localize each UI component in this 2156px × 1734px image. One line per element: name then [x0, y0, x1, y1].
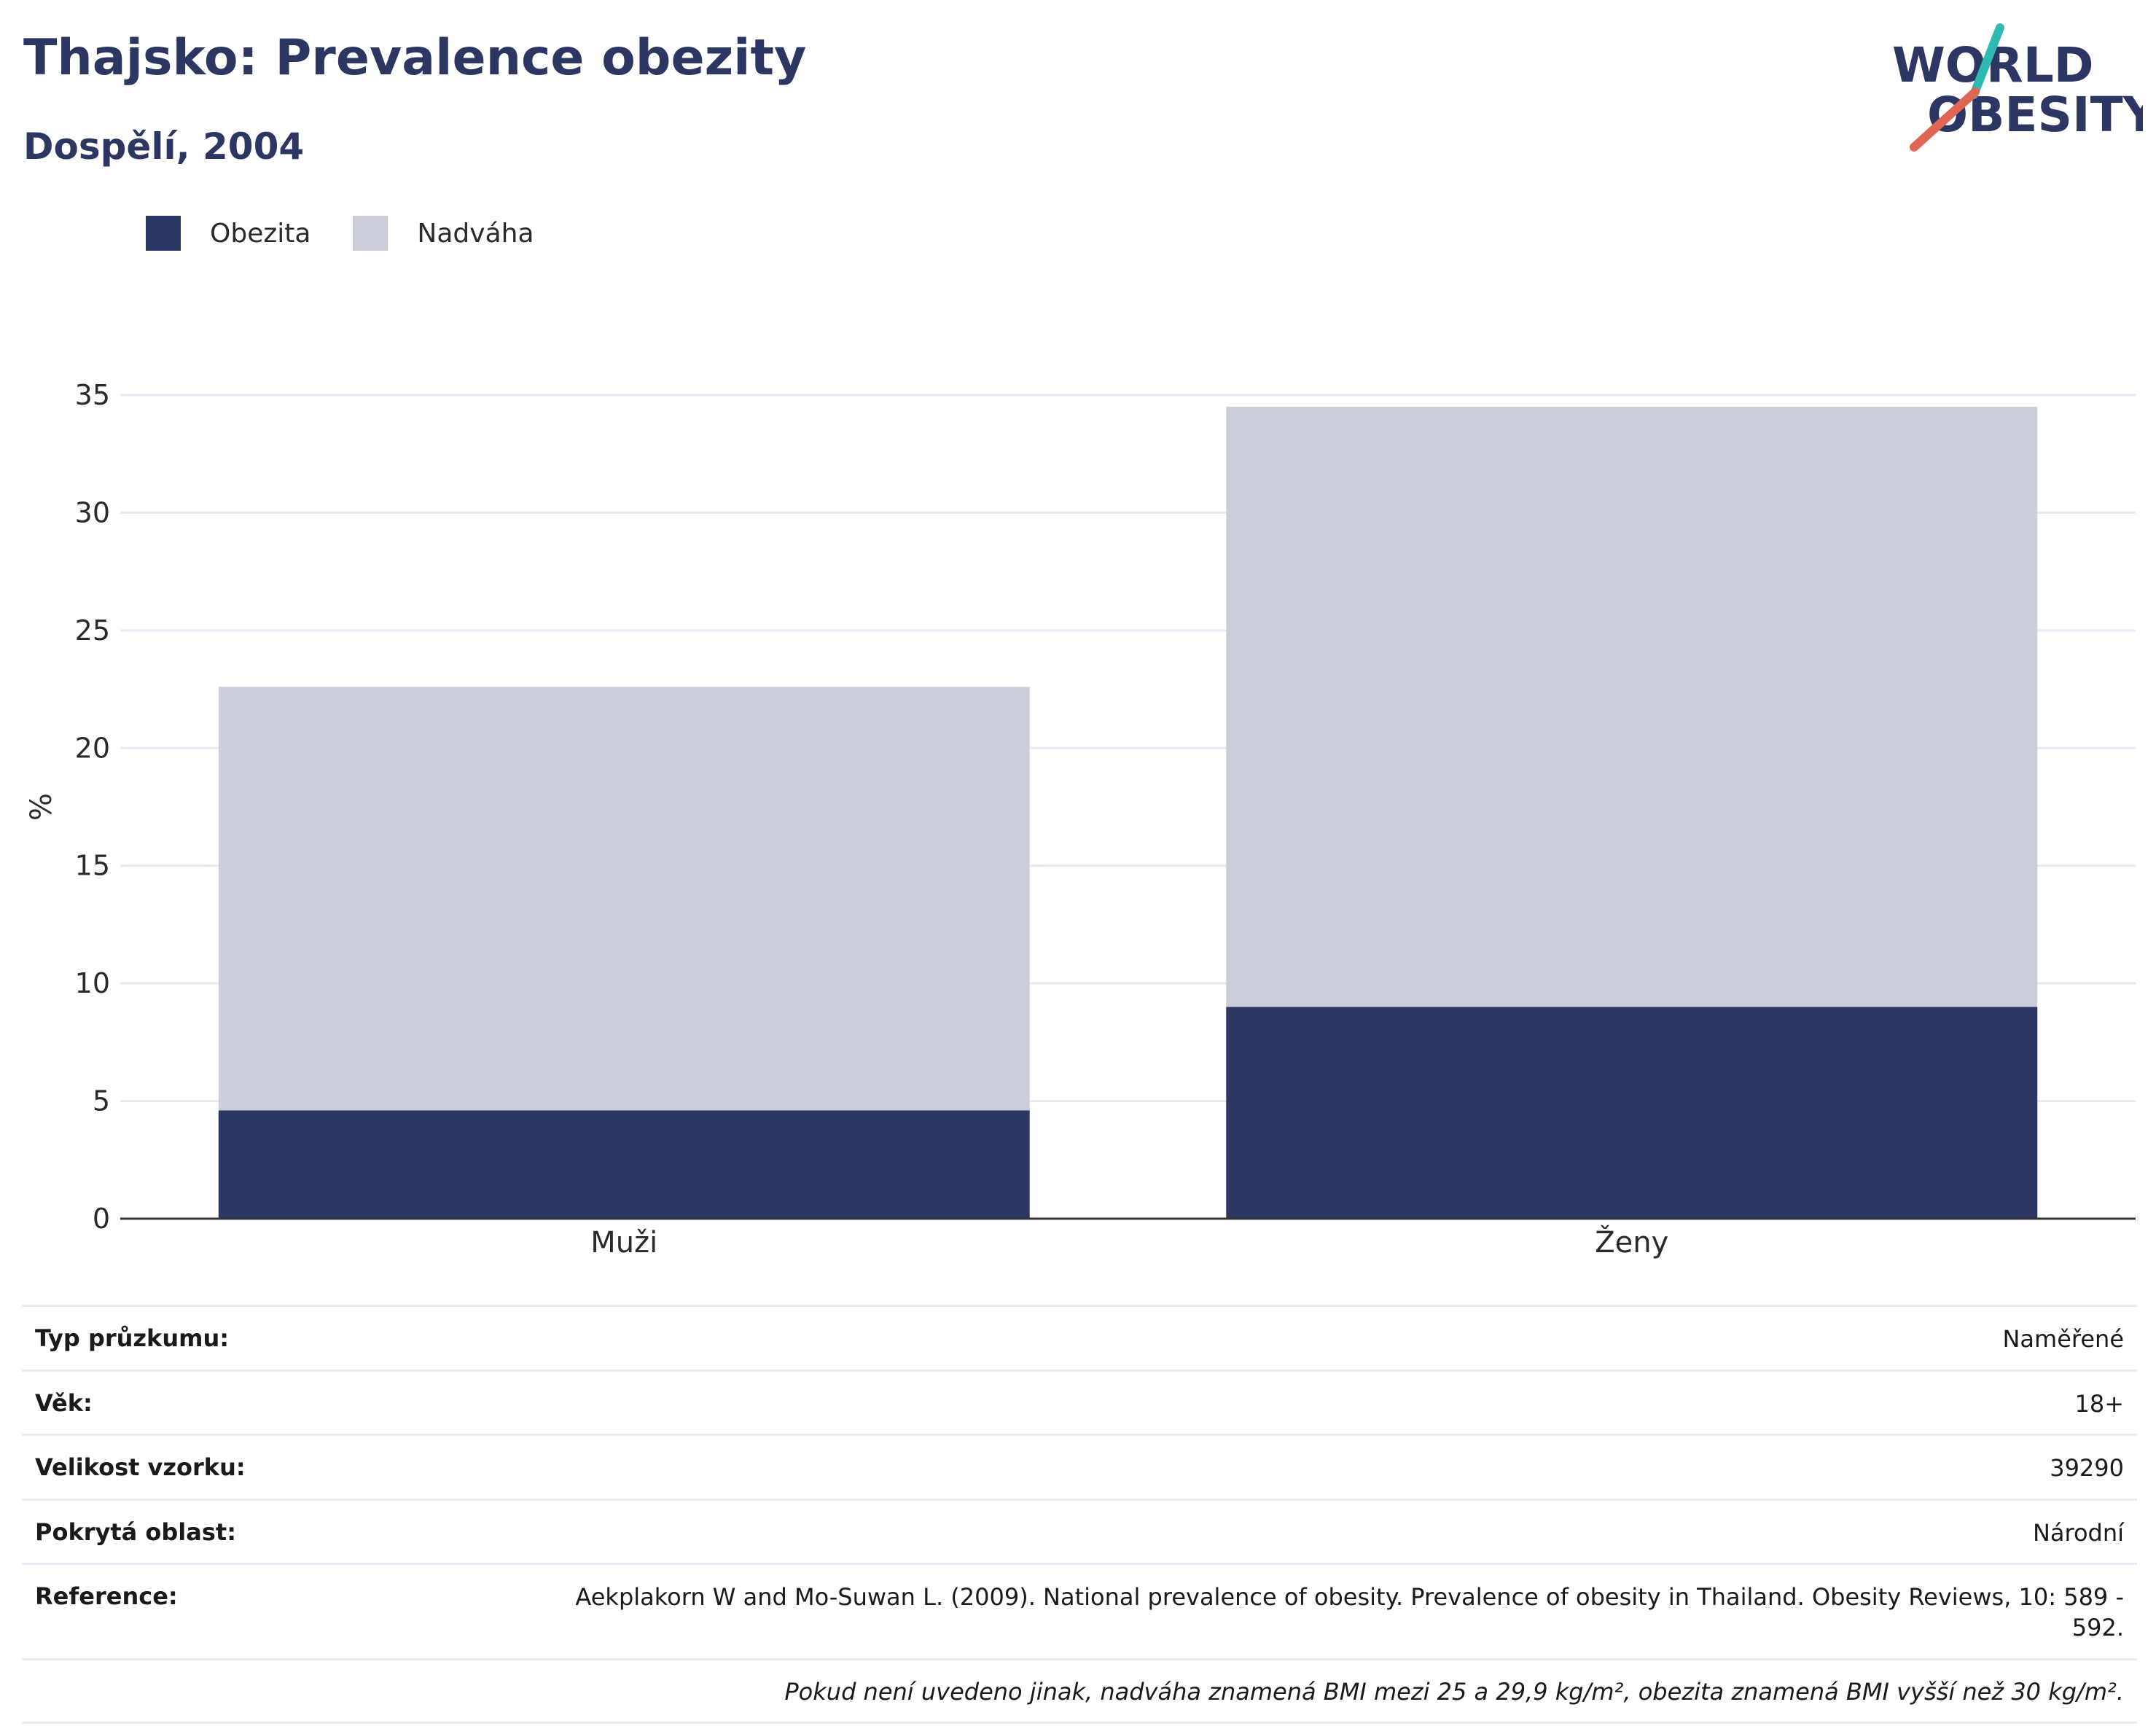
x-tick-label: Muži: [590, 1226, 657, 1260]
x-tick-label: Ženy: [1595, 1225, 1668, 1260]
y-tick-label: 35: [75, 379, 110, 411]
y-tick-label: 10: [75, 967, 110, 999]
info-value: 18+: [2074, 1389, 2124, 1418]
bmi-definition-note: Pokud není uvedeno jinak, nadváha znamen…: [22, 1657, 2137, 1724]
legend-label-obesity: Obezita: [210, 218, 311, 249]
y-tick-label: 15: [75, 850, 110, 882]
logo-line2: OBESITY: [1927, 87, 2143, 143]
info-row-reference: Reference: Aekplakorn W and Mo-Suwan L. …: [22, 1563, 2137, 1657]
chart-title: Thajsko: Prevalence obezity: [23, 29, 807, 87]
info-row-sample-size: Velikost vzorku: 39290: [22, 1434, 2137, 1499]
world-obesity-logo: WORLD OBESITY: [1892, 23, 2143, 152]
info-label: Pokrytá oblast:: [35, 1518, 236, 1546]
info-row-coverage: Pokrytá oblast: Národní: [22, 1498, 2137, 1563]
y-tick-label: 0: [93, 1203, 110, 1235]
legend-item-overweight: Nadváha: [353, 216, 534, 251]
bar-obesity: [218, 1110, 1030, 1219]
info-row-survey-type: Typ průzkumu: Naměřené: [22, 1305, 2137, 1370]
bar-overweight: [218, 687, 1030, 1111]
bar-overweight: [1226, 407, 2038, 1007]
info-value: Naměřené: [2002, 1325, 2124, 1353]
info-label: Reference:: [35, 1582, 178, 1611]
legend-swatch-obesity: [146, 216, 181, 251]
info-row-age: Věk: 18+: [22, 1369, 2137, 1434]
legend-swatch-overweight: [353, 216, 388, 251]
stacked-bar-chart: 0 5 10 15 20 25 30 35 Muži Ženy%: [25, 379, 2136, 1260]
info-label: Velikost vzorku:: [35, 1453, 246, 1482]
bar-obesity: [1226, 1007, 2038, 1219]
y-tick-label: 5: [93, 1085, 110, 1117]
y-tick-label: 25: [75, 614, 110, 647]
chart-legend: Obezita Nadváha: [146, 216, 577, 251]
y-tick-label: 20: [75, 732, 110, 764]
logo-red-stroke: [1910, 87, 1980, 152]
y-tick-label: 30: [75, 496, 110, 528]
info-label: Typ průzkumu:: [35, 1324, 230, 1352]
info-value: Národní: [2032, 1518, 2124, 1547]
info-value: 39290: [2050, 1454, 2124, 1483]
logo-teal-stroke: [1969, 23, 2004, 99]
info-label: Věk:: [35, 1389, 93, 1417]
chart-subtitle: Dospělí, 2004: [23, 125, 305, 168]
info-value: Aekplakorn W and Mo-Suwan L. (2009). Nat…: [575, 1583, 2124, 1641]
y-axis-title: %: [25, 793, 58, 821]
legend-label-overweight: Nadváha: [417, 218, 534, 249]
survey-info-table: Typ průzkumu: Naměřené Věk: 18+ Velikost…: [22, 1305, 2137, 1724]
legend-item-obesity: Obezita: [146, 216, 310, 251]
